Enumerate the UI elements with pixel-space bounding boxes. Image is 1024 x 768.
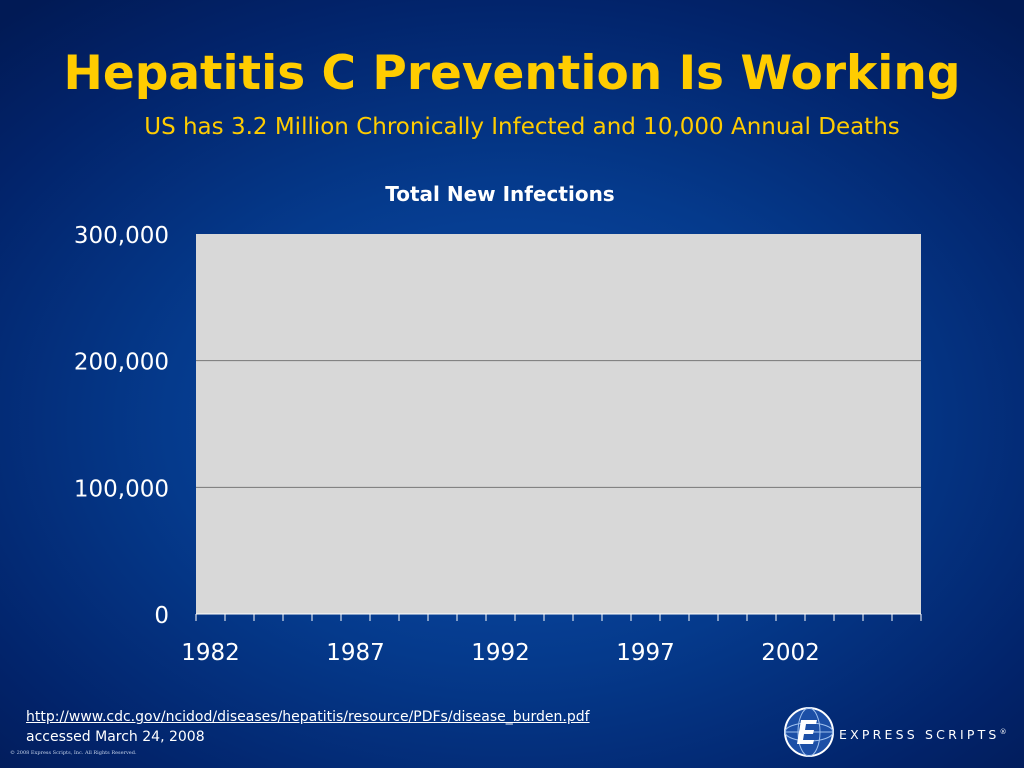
slide-subtitle: US has 3.2 Million Chronically Infected …: [144, 114, 900, 140]
chart-plot-area: [196, 234, 921, 614]
x-tick-label: 1982: [181, 640, 240, 666]
y-tick-label: 300,000: [74, 223, 169, 249]
chart-y-axis: 0 100,000 200,000 300,000: [74, 223, 169, 629]
x-tick-label: 1997: [616, 640, 675, 666]
y-tick-label: 100,000: [74, 476, 169, 502]
slide-title: Hepatitis C Prevention Is Working: [63, 46, 961, 101]
chart-x-axis: 1982 1987 1992 1997 2002: [181, 640, 820, 666]
registered-mark: ®: [999, 728, 1007, 736]
x-tick-label: 1992: [471, 640, 530, 666]
y-tick-label: 200,000: [74, 350, 169, 376]
logo-name: EXPRESS SCRIPTS: [839, 727, 1000, 743]
access-date: accessed March 24, 2008: [26, 729, 205, 745]
x-tick-label: 1987: [326, 640, 385, 666]
chart-gridlines: [196, 360, 921, 488]
copyright-notice: © 2008 Express Scripts, Inc. All Rights …: [10, 750, 137, 756]
x-tick-label: 2002: [761, 640, 820, 666]
express-scripts-logo-text: EXPRESS SCRIPTS®: [839, 724, 1007, 743]
express-scripts-globe-icon: [784, 707, 834, 757]
chart-title: Total New Infections: [385, 182, 614, 206]
y-tick-label: 0: [154, 603, 169, 629]
chart-x-minor-ticks: [195, 614, 922, 621]
source-link[interactable]: http://www.cdc.gov/ncidod/diseases/hepat…: [26, 709, 590, 725]
